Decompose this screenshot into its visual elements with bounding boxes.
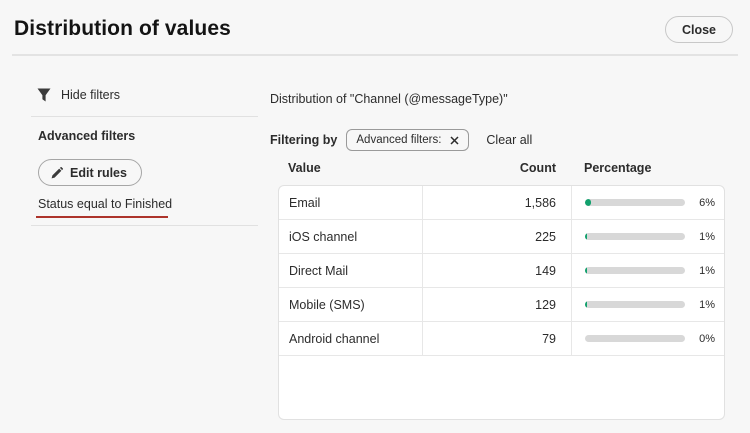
table-body: Email 1,586 6% iOS channel 225 1% Direct…: [278, 185, 725, 420]
percentage-bar-track: [585, 233, 685, 240]
cell-count: 225: [423, 220, 572, 253]
cell-value: Mobile (SMS): [279, 288, 423, 321]
edit-rules-button[interactable]: Edit rules: [38, 159, 142, 186]
status-rule-text: Status equal to Finished: [38, 197, 173, 211]
advanced-filters-chip[interactable]: Advanced filters:: [346, 129, 470, 151]
cell-count: 149: [423, 254, 572, 287]
table-row[interactable]: iOS channel 225 1%: [279, 220, 724, 254]
table-row[interactable]: Direct Mail 149 1%: [279, 254, 724, 288]
distribution-title: Distribution of "Channel (@messageType)": [270, 92, 508, 106]
percentage-bar-fill: [585, 199, 591, 206]
table-row[interactable]: Mobile (SMS) 129 1%: [279, 288, 724, 322]
chip-label: Advanced filters:: [356, 134, 442, 146]
header-divider: [12, 54, 738, 56]
close-button[interactable]: Close: [664, 16, 733, 43]
cell-percentage: 1%: [572, 254, 724, 287]
page-title: Distribution of values: [14, 17, 231, 40]
filter-row: Filtering by Advanced filters: Clear all: [270, 129, 725, 151]
column-header-percentage: Percentage: [584, 161, 652, 175]
percentage-bar-fill: [585, 301, 587, 308]
distribution-panel: Distribution of "Channel (@messageType)"…: [270, 92, 725, 151]
clear-all-link[interactable]: Clear all: [486, 133, 533, 147]
percentage-label: 1%: [699, 298, 715, 311]
cell-percentage: 6%: [572, 186, 724, 219]
funnel-icon: [37, 88, 51, 102]
cell-count: 1,586: [423, 186, 572, 219]
cell-percentage: 1%: [572, 288, 724, 321]
percentage-bar-track: [585, 267, 685, 274]
hide-filters-label: Hide filters: [61, 88, 121, 102]
table-header: Value Count Percentage: [278, 161, 725, 185]
edit-rules-label: Edit rules: [70, 165, 127, 180]
percentage-bar-track: [585, 301, 685, 308]
filters-sidebar: Hide filters Advanced filters Edit rules…: [31, 84, 258, 226]
percentage-label: 1%: [699, 264, 715, 277]
status-rule-underline: [36, 216, 168, 218]
cell-percentage: 1%: [572, 220, 724, 253]
table-row[interactable]: Android channel 79 0%: [279, 322, 724, 356]
percentage-bar-track: [585, 335, 685, 342]
percentage-label: 0%: [699, 332, 715, 345]
cell-value: Email: [279, 186, 423, 219]
cell-count: 129: [423, 288, 572, 321]
cell-percentage: 0%: [572, 322, 724, 355]
percentage-bar-fill: [585, 233, 587, 240]
filtering-by-label: Filtering by: [270, 133, 338, 147]
close-icon[interactable]: [450, 135, 459, 145]
table-row[interactable]: Email 1,586 6%: [279, 186, 724, 220]
distribution-table: Value Count Percentage Email 1,586 6% iO…: [278, 161, 725, 420]
cell-value: iOS channel: [279, 220, 423, 253]
cell-value: Direct Mail: [279, 254, 423, 287]
cell-count: 79: [423, 322, 572, 355]
column-header-count: Count: [519, 161, 556, 175]
sidebar-divider-bottom: [31, 225, 258, 226]
advanced-filters-title: Advanced filters: [38, 129, 136, 143]
sidebar-divider-top: [31, 116, 258, 117]
cell-value: Android channel: [279, 322, 423, 355]
column-header-value: Value: [288, 161, 321, 175]
percentage-bar-fill: [585, 267, 587, 274]
percentage-bar-track: [585, 199, 685, 206]
pencil-icon: [51, 166, 63, 178]
percentage-label: 1%: [699, 230, 715, 243]
percentage-label: 6%: [699, 196, 715, 209]
hide-filters-toggle[interactable]: Hide filters: [31, 84, 258, 106]
